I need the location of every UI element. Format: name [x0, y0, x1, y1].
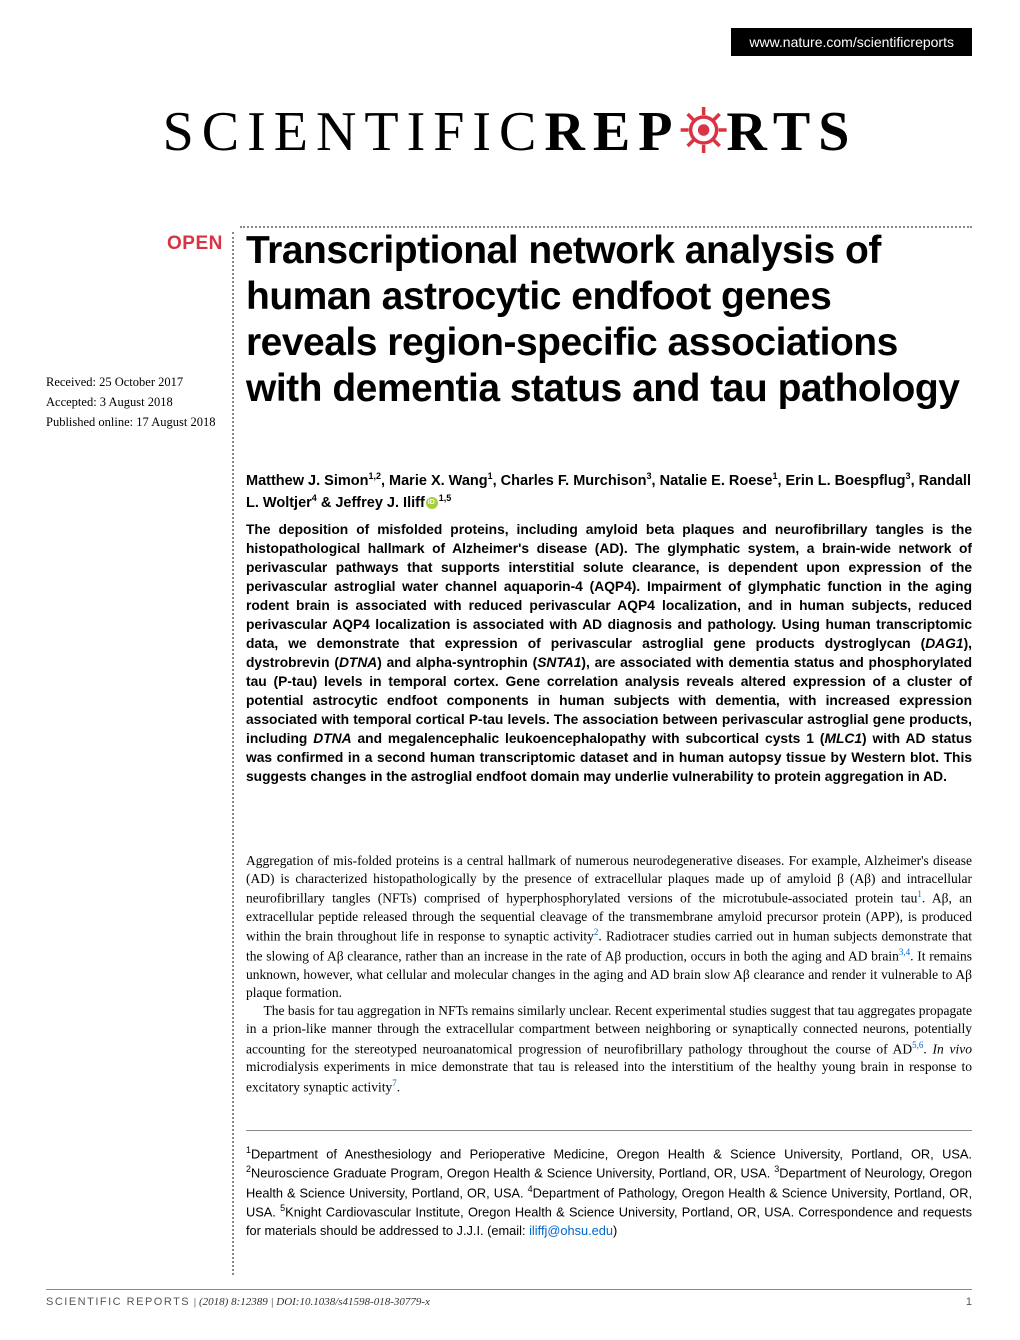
author-list: Matthew J. Simon1,2, Marie X. Wang1, Cha… [246, 470, 972, 514]
date-accepted: Accepted: 3 August 2018 [46, 392, 226, 412]
footer-page-number: 1 [966, 1296, 972, 1308]
date-published: Published online: 17 August 2018 [46, 412, 226, 432]
vertical-dotted-rule [232, 232, 234, 1275]
journal-name-light: SCIENTIFIC [163, 100, 545, 164]
journal-name-bold-2: RTS [726, 100, 857, 164]
gear-icon [676, 103, 730, 157]
header-url[interactable]: www.nature.com/scientificreports [749, 34, 954, 50]
footer-journal: SCIENTIFIC REPORTS [46, 1296, 190, 1308]
affiliations-rule [246, 1130, 972, 1131]
abstract: The deposition of misfolded proteins, in… [246, 520, 972, 786]
page-footer: SCIENTIFIC REPORTS | (2018) 8:12389 | DO… [46, 1289, 972, 1308]
open-access-badge: OPEN [167, 233, 223, 255]
footer-left: SCIENTIFIC REPORTS | (2018) 8:12389 | DO… [46, 1296, 430, 1308]
journal-name-bold-1: REP [544, 100, 680, 164]
affiliations: 1Department of Anesthesiology and Periop… [246, 1144, 972, 1240]
body-paragraph-2: The basis for tau aggregation in NFTs re… [246, 1002, 972, 1096]
article-title: Transcriptional network analysis of huma… [246, 228, 972, 412]
date-received: Received: 25 October 2017 [46, 372, 226, 392]
body-paragraph-1: Aggregation of mis-folded proteins is a … [246, 852, 972, 1002]
footer-citation: | (2018) 8:12389 | DOI:10.1038/s41598-01… [193, 1296, 430, 1308]
journal-logo: SCIENTIFIC REP RTS [163, 100, 858, 164]
body-text: Aggregation of mis-folded proteins is a … [246, 852, 972, 1096]
header-url-bar: www.nature.com/scientificreports [731, 28, 972, 56]
article-dates: Received: 25 October 2017 Accepted: 3 Au… [46, 372, 226, 432]
